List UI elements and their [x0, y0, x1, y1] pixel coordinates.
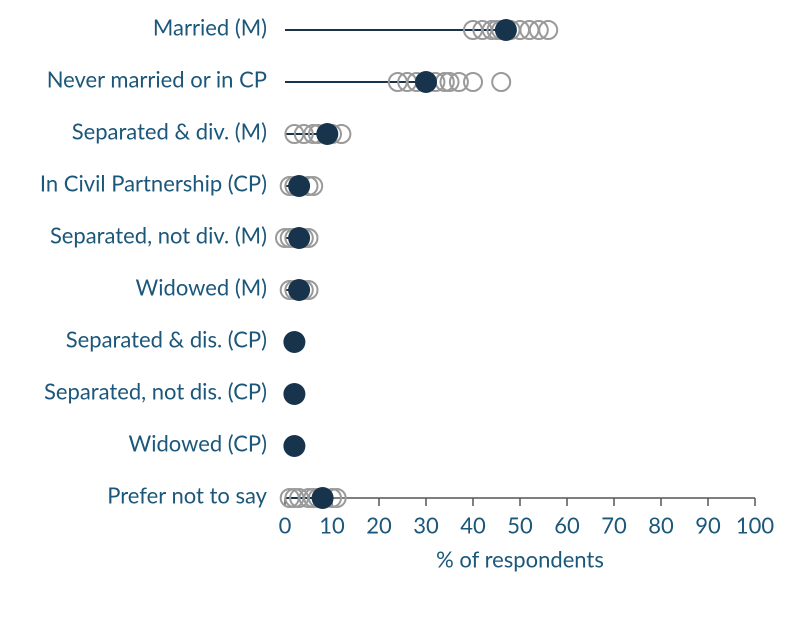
category-label: Widowed (M): [136, 274, 267, 301]
x-axis-tick-label: 80: [648, 512, 674, 539]
category-label: Separated & dis. (CP): [66, 326, 267, 353]
category-label: Separated, not dis. (CP): [44, 378, 267, 405]
x-axis-tick-label: 100: [736, 512, 775, 539]
x-axis-tick-label: 90: [695, 512, 721, 539]
category-label: In Civil Partnership (CP): [40, 170, 267, 197]
category-label: Prefer not to say: [107, 482, 267, 509]
summary-point-icon: [283, 435, 305, 457]
summary-point-icon: [288, 227, 310, 249]
x-axis-tick-label: 70: [601, 512, 627, 539]
summary-point-icon: [283, 331, 305, 353]
x-axis-tick-label: 50: [507, 512, 533, 539]
category-label: Married (M): [153, 14, 267, 41]
x-axis-tick-label: 40: [460, 512, 486, 539]
x-axis-title: % of respondents: [436, 546, 604, 573]
category-label: Separated, not div. (M): [50, 222, 267, 249]
x-axis-tick-label: 20: [366, 512, 392, 539]
category-label: Never married or in CP: [47, 66, 267, 93]
summary-point-icon: [415, 71, 437, 93]
summary-point-icon: [283, 383, 305, 405]
x-axis-tick-label: 10: [319, 512, 345, 539]
summary-point-icon: [288, 175, 310, 197]
x-axis-tick-label: 0: [279, 512, 292, 539]
summary-point-icon: [316, 123, 338, 145]
summary-point-icon: [495, 19, 517, 41]
summary-point-icon: [312, 487, 334, 509]
chart-background: [0, 0, 800, 630]
category-label: Widowed (CP): [129, 430, 268, 457]
x-axis-tick-label: 30: [413, 512, 439, 539]
category-label: Separated & div. (M): [72, 118, 267, 145]
summary-point-icon: [288, 279, 310, 301]
respondents-chart: 0 10 20 30 40 50 60 70 80 90 100 % of respondents Ma…: [0, 0, 800, 630]
x-axis-tick-label: 60: [554, 512, 580, 539]
